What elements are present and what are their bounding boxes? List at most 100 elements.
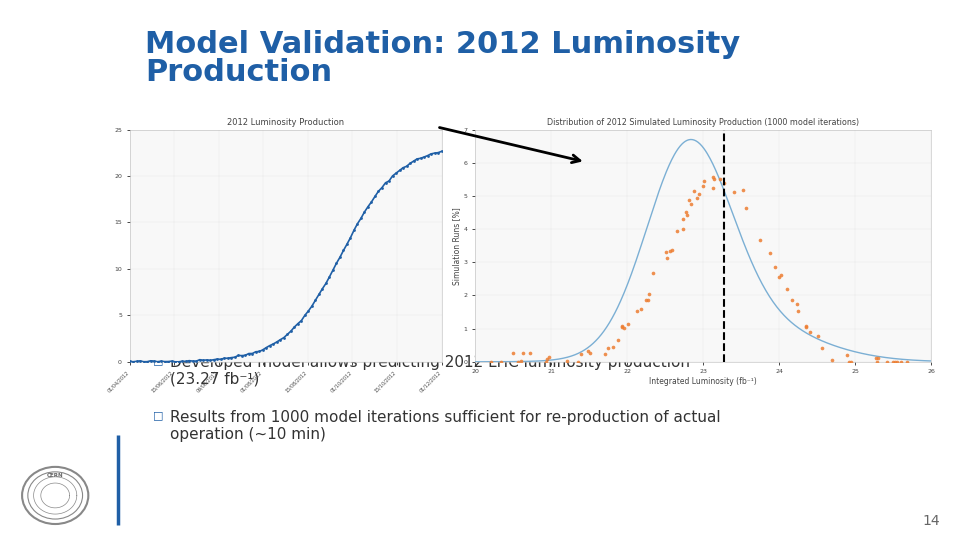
Point — [560, 357, 575, 366]
Point — [224, 353, 239, 362]
Point — [311, 290, 326, 299]
Text: Developed model allows predicting 2012 LHC luminosity production: Developed model allows predicting 2012 L… — [170, 355, 690, 370]
Text: CERN: CERN — [47, 473, 63, 478]
Point — [269, 338, 284, 346]
Point — [279, 330, 295, 339]
Text: Production: Production — [145, 58, 332, 87]
Point — [841, 357, 856, 366]
Point — [325, 266, 341, 274]
Point — [798, 323, 813, 332]
Point — [664, 246, 680, 254]
Point — [287, 323, 302, 332]
Point — [188, 357, 204, 366]
Point — [887, 357, 902, 366]
Point — [322, 273, 337, 281]
Point — [228, 353, 243, 362]
Point — [638, 295, 654, 304]
Point — [678, 208, 693, 217]
Point — [357, 208, 372, 217]
Point — [122, 357, 137, 366]
Text: 14: 14 — [923, 514, 940, 528]
Point — [298, 311, 313, 320]
Point — [716, 179, 732, 187]
Point — [129, 357, 144, 366]
Point — [258, 343, 274, 352]
Point — [304, 302, 320, 310]
Text: □: □ — [153, 355, 163, 365]
Point — [641, 290, 657, 299]
Point — [706, 175, 721, 184]
Point — [167, 357, 182, 366]
Point — [150, 357, 165, 366]
Point — [767, 262, 782, 271]
Point — [581, 347, 596, 355]
Point — [430, 148, 445, 157]
Point — [570, 357, 586, 366]
Point — [689, 194, 705, 202]
Point — [378, 178, 394, 187]
Point — [406, 157, 421, 165]
Point — [676, 225, 691, 233]
Point — [213, 355, 228, 363]
Point — [799, 322, 814, 330]
Point — [633, 305, 648, 313]
Point — [300, 307, 316, 315]
Point — [420, 151, 435, 160]
Point — [662, 247, 678, 255]
Point — [157, 357, 173, 366]
Point — [290, 319, 305, 328]
Point — [368, 192, 383, 201]
Point — [614, 321, 630, 330]
Point — [398, 162, 414, 171]
Point — [789, 300, 804, 308]
Point — [505, 348, 520, 357]
Point — [669, 227, 684, 235]
Point — [347, 226, 362, 234]
Point — [230, 351, 246, 360]
Point — [192, 355, 207, 364]
Point — [385, 172, 400, 180]
Point — [417, 153, 432, 161]
Text: □: □ — [153, 410, 163, 420]
Point — [640, 295, 656, 304]
Point — [126, 357, 141, 366]
Point — [706, 173, 721, 181]
Point — [374, 183, 390, 192]
Point — [413, 154, 428, 163]
Point — [645, 269, 660, 278]
Point — [774, 271, 789, 280]
Text: Model Validation: 2012 Luminosity: Model Validation: 2012 Luminosity — [145, 30, 740, 59]
Title: 2012 Luminosity Production: 2012 Luminosity Production — [227, 118, 345, 127]
Point — [611, 336, 626, 345]
Point — [522, 348, 538, 357]
Point — [154, 357, 169, 366]
Point — [203, 356, 218, 364]
Point — [389, 169, 404, 178]
Point — [396, 164, 411, 172]
Point — [339, 240, 354, 248]
Point — [815, 344, 830, 353]
Point — [696, 177, 711, 185]
Point — [349, 219, 365, 228]
Point — [810, 332, 826, 341]
Point — [364, 198, 379, 206]
Point — [712, 175, 728, 184]
Point — [132, 356, 148, 365]
Point — [245, 349, 260, 358]
Point — [691, 190, 707, 199]
Point — [139, 357, 155, 366]
Point — [343, 233, 358, 242]
Point — [217, 354, 232, 362]
Point — [392, 166, 407, 175]
Point — [402, 159, 418, 168]
Point — [336, 246, 351, 255]
Point — [803, 328, 818, 336]
Text: Results from 1000 model iterations sufficient for re-production of actual: Results from 1000 model iterations suffi… — [170, 410, 721, 425]
Point — [371, 187, 386, 195]
Point — [266, 340, 281, 348]
Point — [727, 188, 742, 197]
Point — [409, 154, 424, 163]
Point — [238, 351, 253, 360]
Point — [879, 357, 895, 366]
Point — [825, 356, 840, 364]
